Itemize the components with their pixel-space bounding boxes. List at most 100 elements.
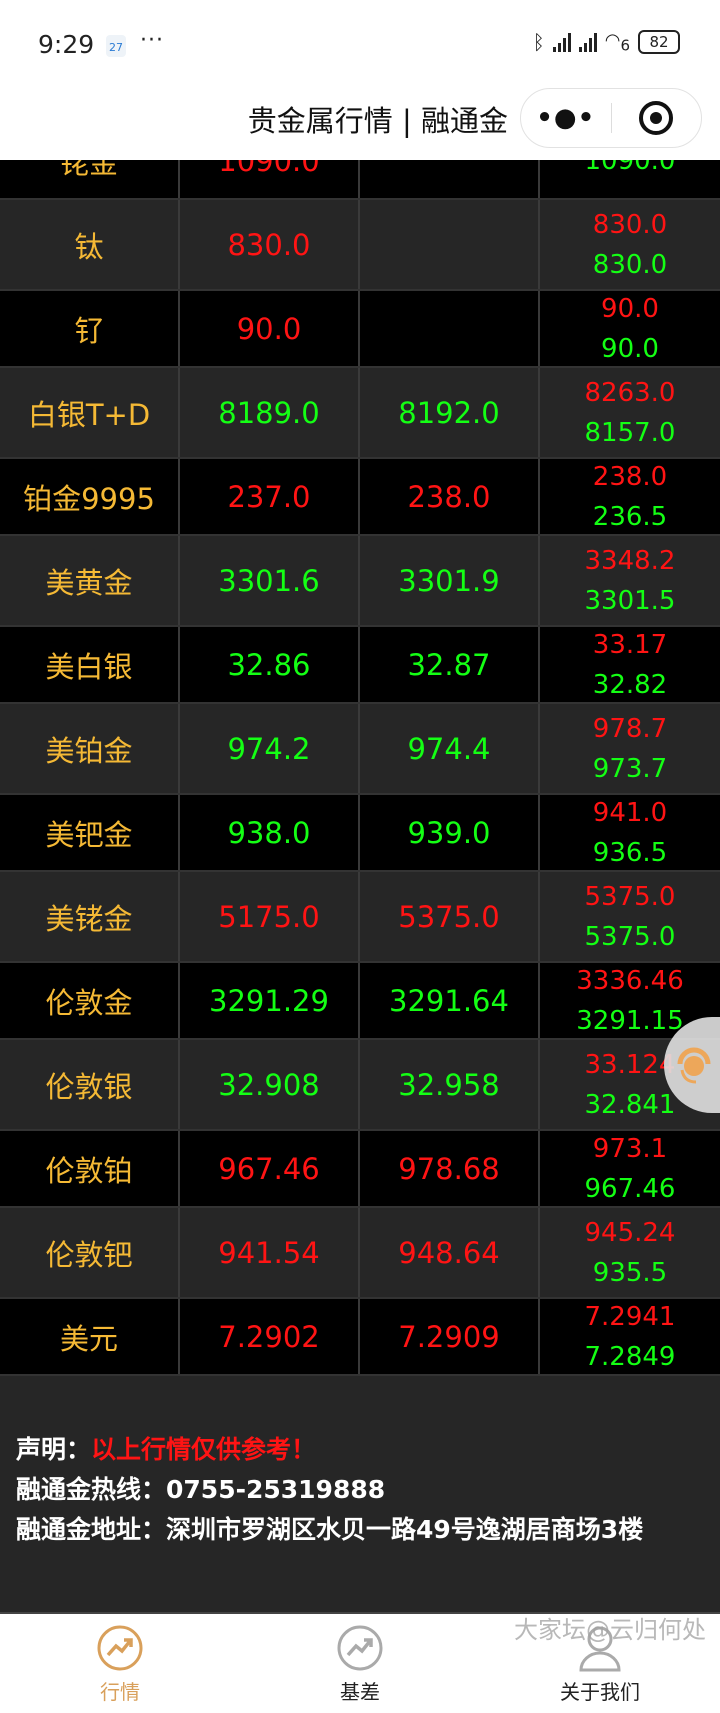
- low-price: 967.46: [584, 1173, 676, 1204]
- sell-price: 7.2909: [360, 1299, 540, 1374]
- more-button[interactable]: •●•: [521, 89, 611, 147]
- buy-price: 967.46: [180, 1131, 360, 1206]
- sell-price: 939.0: [360, 795, 540, 870]
- wifi-label: 6: [620, 36, 630, 55]
- high-low: 945.24 935.5: [540, 1208, 720, 1297]
- high-price: 941.0: [592, 797, 668, 828]
- high-price: 7.2941: [584, 1301, 676, 1332]
- high-price: 90.0: [601, 293, 659, 324]
- low-price: 973.7: [592, 753, 668, 784]
- buy-price: 3301.6: [180, 536, 360, 625]
- sell-price: 5375.0: [360, 872, 540, 961]
- tab-quotes[interactable]: 行情: [0, 1614, 240, 1713]
- disclaimer-label: 声明：: [16, 1435, 92, 1464]
- signal-icon: [552, 32, 571, 53]
- mini-program-capsule: •●•: [520, 88, 702, 148]
- high-low: 3348.2 3301.5: [540, 536, 720, 625]
- table-row: 伦敦钯 941.54 948.64 945.24 935.5: [0, 1208, 720, 1299]
- high-price: 33.124: [584, 1049, 676, 1080]
- more-dots-icon: •●•: [536, 103, 596, 133]
- buy-price: 5175.0: [180, 872, 360, 961]
- high-price: 3348.2: [584, 545, 676, 576]
- calendar-icon: 27: [106, 35, 126, 57]
- table-row: 白银T+D 8189.0 8192.0 8263.0 8157.0: [0, 368, 720, 459]
- high-price: 238.0: [592, 461, 668, 492]
- close-button[interactable]: [612, 89, 702, 147]
- high-low: 33.124 32.841: [540, 1040, 720, 1129]
- status-bar: 9:29 27 ··· ᛒ ◠6 82: [0, 0, 720, 80]
- sell-price: 978.68: [360, 1131, 540, 1206]
- metal-name: 伦敦钯: [0, 1208, 180, 1297]
- metal-name: 钌: [0, 291, 180, 366]
- high-low: 830.0 830.0: [540, 200, 720, 289]
- tab-about[interactable]: 关于我们: [480, 1614, 720, 1713]
- table-row: 钌 90.0 90.0 90.0: [0, 291, 720, 368]
- low-price: 830.0: [592, 249, 668, 280]
- address: 融通金地址：深圳市罗湖区水贝一路49号逸湖居商场3楼: [16, 1510, 704, 1550]
- table-row: 钛 830.0 830.0 830.0: [0, 200, 720, 291]
- metal-name: 伦敦银: [0, 1040, 180, 1129]
- low-price: 8157.0: [584, 417, 676, 448]
- nav-bar: 贵金属行情 | 融通金 •●•: [0, 80, 720, 160]
- metal-name: 美铑金: [0, 872, 180, 961]
- high-price: 945.24: [584, 1217, 676, 1248]
- customer-service-headset-icon: [677, 1047, 711, 1084]
- address-text: 深圳市罗湖区水贝一路49号逸湖居商场3楼: [166, 1515, 644, 1544]
- battery-icon: 82: [638, 30, 680, 55]
- buy-price: 938.0: [180, 795, 360, 870]
- buy-price: 90.0: [180, 291, 360, 366]
- buy-price: 237.0: [180, 459, 360, 534]
- low-price: 935.5: [592, 1257, 668, 1288]
- tab-basis[interactable]: 基差: [240, 1614, 480, 1713]
- buy-price: 941.54: [180, 1208, 360, 1297]
- disclaimer: 声明：以上行情仅供参考！: [16, 1430, 704, 1470]
- high-low: 90.0 90.0: [540, 291, 720, 366]
- high-price: 978.7: [592, 713, 668, 744]
- high-low: 941.0 936.5: [540, 795, 720, 870]
- metal-name: 铂金9995: [0, 459, 180, 534]
- tab-label: 基差: [340, 1680, 380, 1704]
- table-row: 美铑金 5175.0 5375.0 5375.0 5375.0: [0, 872, 720, 963]
- metal-name: 白银T+D: [0, 368, 180, 457]
- tab-bar: 行情 基差 关于我们: [0, 1612, 720, 1713]
- sell-price: 3301.9: [360, 536, 540, 625]
- metal-name: 美钯金: [0, 795, 180, 870]
- metal-name: 美黄金: [0, 536, 180, 625]
- sell-price: 974.4: [360, 704, 540, 793]
- high-low: 5375.0 5375.0: [540, 872, 720, 961]
- tab-label: 关于我们: [560, 1680, 640, 1704]
- table-row: 伦敦银 32.908 32.958 33.124 32.841: [0, 1040, 720, 1131]
- trend-icon: [337, 1625, 383, 1671]
- table-row: 美元 7.2902 7.2909 7.2941 7.2849: [0, 1299, 720, 1376]
- watermark: 大家坛@云归何处: [514, 1616, 706, 1644]
- table-row: 美铂金 974.2 974.4 978.7 973.7: [0, 704, 720, 795]
- sell-price: [360, 200, 540, 289]
- table-row: 美钯金 938.0 939.0 941.0 936.5: [0, 795, 720, 872]
- sell-price: [360, 123, 540, 198]
- high-low: 238.0 236.5: [540, 459, 720, 534]
- divider: [610, 103, 612, 133]
- clock: 9:29: [38, 30, 95, 59]
- high-low: 7.2941 7.2849: [540, 1299, 720, 1374]
- high-low: 3336.46 3291.15: [540, 963, 720, 1038]
- signal-icon: [578, 32, 597, 53]
- hotline-number[interactable]: 0755-25319888: [166, 1475, 386, 1504]
- high-low: 978.7 973.7: [540, 704, 720, 793]
- buy-price: 830.0: [180, 200, 360, 289]
- sell-price: 32.87: [360, 627, 540, 702]
- metal-name: 美元: [0, 1299, 180, 1374]
- low-price: 32.841: [584, 1089, 676, 1120]
- disclaimer-text: 以上行情仅供参考！: [91, 1435, 317, 1464]
- buy-price: 974.2: [180, 704, 360, 793]
- table-row: 伦敦金 3291.29 3291.64 3336.46 3291.15: [0, 963, 720, 1040]
- sell-price: 3291.64: [360, 963, 540, 1038]
- buy-price: 8189.0: [180, 368, 360, 457]
- high-low: 33.17 32.82: [540, 627, 720, 702]
- quote-table: 铑金 1090.0 1090.0 钛 830.0 830.0 830.0 钌 90.0…: [0, 123, 720, 1376]
- high-price: 973.1: [592, 1133, 668, 1164]
- buy-price: 32.86: [180, 627, 360, 702]
- low-price: 7.2849: [584, 1341, 676, 1372]
- hotline: 融通金热线：0755-25319888: [16, 1470, 704, 1510]
- metal-name: 钛: [0, 200, 180, 289]
- table-row: 美白银 32.86 32.87 33.17 32.82: [0, 627, 720, 704]
